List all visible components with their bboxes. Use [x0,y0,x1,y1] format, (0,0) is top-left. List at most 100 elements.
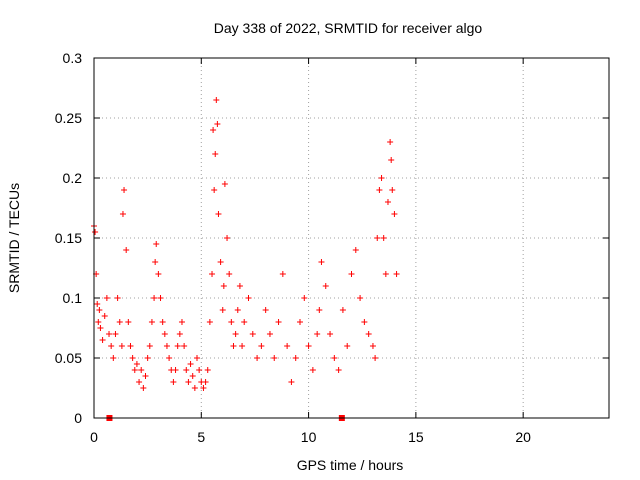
data-point [155,271,162,277]
data-point [194,355,200,361]
data-point [196,367,203,373]
data-point [200,385,207,391]
y-tick-label: 0.05 [55,350,82,366]
data-point [292,355,299,361]
data-point [271,355,278,361]
data-point [161,331,168,337]
data-point [96,307,103,313]
data-point [121,187,128,193]
data-point [181,343,188,349]
data-point [95,319,102,325]
data-point [159,319,166,325]
data-point [384,199,391,205]
data-point [157,295,164,301]
y-tick-label: 0.15 [55,230,82,246]
data-point [151,295,158,301]
data-point [213,97,220,103]
data-point [262,307,269,313]
data-point [127,343,134,349]
data-point [191,385,198,391]
data-point [279,271,286,277]
data-point [170,379,177,385]
data-point [391,211,398,217]
data-point [166,355,173,361]
data-point [365,331,372,337]
data-point [178,319,185,325]
data-point [316,307,323,313]
data-point [309,367,316,373]
data-point [226,271,233,277]
data-point [389,187,396,193]
data-point [211,187,218,193]
data-point [92,229,99,235]
x-axis-label: GPS time / hours [297,457,404,473]
y-axis-ticks: 0 0.05 0.1 0.15 0.2 0.25 0.3 [55,50,609,426]
data-point [108,343,115,349]
data-point [152,259,159,265]
data-point [174,343,181,349]
data-point [185,379,192,385]
data-point [187,361,194,367]
data-point [327,331,334,337]
data-point [148,319,155,325]
data-point [301,295,308,301]
data-point [288,379,295,385]
data-point [212,151,219,157]
data-point [221,181,228,187]
data-point [94,301,101,307]
data-point [144,355,151,361]
data-point [204,367,211,373]
data-point [123,247,130,253]
data-point [146,343,153,349]
data-point [110,355,117,361]
data-point [206,319,213,325]
data-point [369,343,376,349]
chart-title: Day 338 of 2022, SRMTID for receiver alg… [214,20,483,36]
data-point [131,367,138,373]
data-point [138,367,145,373]
data-point [125,319,132,325]
data-point [119,211,126,217]
data-point [387,139,394,145]
data-point [254,355,261,361]
data-point [236,283,243,289]
data-point [352,247,359,253]
data-point [266,331,273,337]
data-point [103,295,110,301]
data-point [153,241,160,247]
data-point [380,235,387,241]
data-point [284,343,291,349]
data-point [249,331,256,337]
grid [94,58,609,418]
data-point [393,271,400,277]
data-point [118,343,125,349]
data-point [112,331,119,337]
data-point [232,331,239,337]
data-point [136,379,143,385]
y-tick-label: 0 [74,410,82,426]
data-points [91,97,400,391]
data-point [228,319,235,325]
x-tick-label: 0 [90,429,98,445]
data-point [209,271,216,277]
plot-frame [93,57,610,419]
data-point [163,343,170,349]
data-point [361,319,368,325]
data-point [214,121,221,127]
data-point [183,367,190,373]
data-point [376,187,383,193]
data-point [217,259,224,265]
data-point [129,355,136,361]
data-point [101,313,108,319]
data-point [305,343,312,349]
x-tick-label: 5 [197,429,205,445]
data-point [219,307,226,313]
data-point [234,307,241,313]
data-point [372,355,379,361]
data-point [220,283,227,289]
data-point [224,235,231,241]
y-tick-label: 0.25 [55,110,82,126]
data-point [172,367,179,373]
data-point [99,337,106,343]
